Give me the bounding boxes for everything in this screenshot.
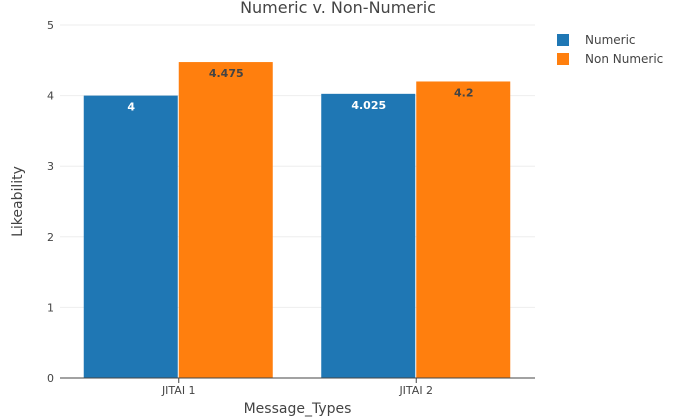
legend: Numeric Non Numeric [557,33,663,66]
y-tick-label: 5 [47,19,54,32]
y-tick-label: 0 [47,372,54,385]
x-tick-label: JITAI 1 [161,384,196,397]
bars [83,62,511,379]
y-axis-title: Likeability [10,166,26,237]
bar-value-label: 4.475 [209,67,244,80]
legend-label: Non Numeric [585,52,663,66]
legend-swatch [557,53,569,65]
x-axis-title: Message_Types [244,401,352,417]
bar-value-label: 4.2 [454,86,474,99]
bar-non-numeric-1 [178,62,273,378]
legend-swatch [557,34,569,46]
legend-label: Numeric [585,33,636,47]
bar-labels: 4 4.475 4.025 4.2 [127,67,473,114]
x-tick-label: JITAI 2 [398,384,433,397]
bar-numeric-1 [83,95,178,378]
bar-value-label: 4.025 [351,99,386,112]
y-tick-label: 4 [47,90,54,103]
bar-numeric-2 [321,93,416,379]
y-axis-ticks: 0 1 2 3 4 5 [47,19,54,385]
bar-value-label: 4 [127,101,135,114]
y-tick-label: 1 [47,301,54,314]
y-tick-label: 3 [47,160,54,173]
x-axis-ticks: JITAI 1 JITAI 2 [161,378,433,397]
bar-non-numeric-2 [416,81,511,378]
chart-title: Numeric v. Non-Numeric [240,0,436,17]
y-tick-label: 2 [47,231,54,244]
